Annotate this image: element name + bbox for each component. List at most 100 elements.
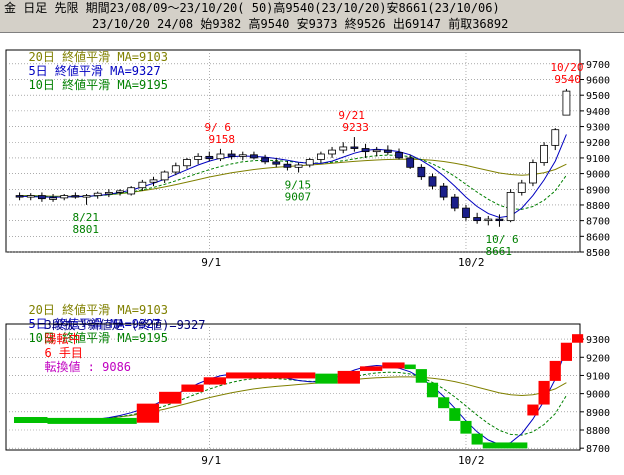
bottom-ytick-label: 8900 (586, 408, 610, 419)
high-annotation-value: 9233 (342, 121, 369, 134)
top-xtick-label: 9/1 (201, 256, 221, 269)
up-brick (382, 362, 405, 369)
top-ytick-label: 8700 (586, 217, 610, 228)
top-ytick-label: 9400 (586, 107, 610, 118)
up-brick (560, 342, 572, 361)
bottom-ytick-label: 8800 (586, 426, 610, 437)
top-legend: 20日 終値平滑 MA=9103 5日 終値平滑 MA=9327 10日 終値平… (14, 36, 168, 92)
top-xtick-label: 10/2 (458, 256, 485, 269)
candle-down (250, 154, 258, 159)
down-brick (460, 420, 472, 434)
top-ytick-label: 9300 (586, 123, 610, 134)
candle-up (26, 195, 35, 198)
up-brick (549, 360, 561, 381)
candle-up (127, 187, 136, 195)
top-ma5-line (19, 134, 567, 219)
candle-down (428, 176, 437, 187)
break-trend: 陽転中 (44, 332, 81, 346)
candle-down (395, 152, 403, 159)
high-annotation-value: 9540 (554, 73, 581, 86)
break-reversal: 転換値 : 9086 (44, 360, 132, 374)
latest-bar-text: 23/10/20 24/08 始9382 高9540 安9373 終9526 出… (92, 17, 509, 31)
candle-up (160, 171, 169, 181)
candle-down (462, 207, 470, 218)
up-brick (527, 404, 539, 416)
candle-up (339, 146, 348, 151)
candle-up (93, 192, 102, 196)
bottom-ytick-label: 9100 (586, 371, 610, 382)
up-brick (572, 334, 584, 343)
high-annotation-date: 9/21 (338, 109, 365, 122)
candle-up (484, 218, 493, 222)
top-ytick-label: 8800 (586, 201, 610, 212)
up-brick (226, 372, 316, 379)
candle-up (60, 195, 69, 199)
bottom-ytick-label: 9300 (586, 335, 610, 346)
break-value: 3段抜き新値足 (終値)=9327 (44, 318, 206, 332)
top-legend-ma20: 20日 終値平滑 MA=9103 (28, 50, 168, 64)
latest-bar-info: 23/10/20 24/08 始9382 高9540 安9373 終9526 出… (0, 16, 624, 33)
candle-down (283, 163, 292, 168)
candle-down (361, 148, 370, 153)
top-legend-ma10: 10日 終値平滑 MA=9195 (28, 78, 168, 92)
candle-down (227, 153, 236, 157)
top-ytick-label: 9600 (586, 76, 610, 87)
candle-down (15, 195, 24, 198)
candle-down (495, 218, 504, 222)
bottom-ytick-label: 9200 (586, 353, 610, 364)
up-brick (359, 366, 383, 371)
up-brick (203, 377, 227, 385)
candle-up (562, 90, 571, 116)
break-count: 6 手目 (44, 346, 83, 360)
high-annotation-value: 9158 (208, 133, 235, 146)
candle-down (383, 149, 392, 153)
candle-down (450, 196, 459, 209)
bottom-ma20-line (19, 376, 567, 421)
top-ytick-label: 8900 (586, 185, 610, 196)
up-brick (337, 370, 360, 384)
candle-down (439, 185, 448, 198)
down-brick (449, 408, 461, 421)
top-ytick-label: 9200 (586, 138, 610, 149)
candle-up (294, 164, 303, 168)
candle-down (272, 161, 281, 165)
down-brick (47, 417, 137, 424)
top-ytick-label: 9700 (586, 60, 610, 71)
candle-up (104, 192, 113, 195)
down-brick (404, 364, 416, 370)
candle-up (116, 190, 124, 193)
bottom-xtick-label: 9/1 (201, 454, 221, 467)
bottom-ytick-label: 9000 (586, 390, 610, 401)
low-annotation-date: 10/ 6 (485, 233, 518, 246)
down-brick (14, 417, 48, 423)
candle-up (149, 179, 158, 183)
candle-up (328, 149, 336, 155)
candle-down (406, 157, 415, 168)
up-brick (136, 403, 160, 423)
low-annotation-date: 8/21 (73, 211, 100, 224)
candle-up (216, 153, 225, 160)
bottom-plot-frame (5, 323, 581, 451)
down-brick (438, 397, 450, 409)
up-brick (538, 380, 550, 405)
candle-up (529, 162, 537, 184)
candle-up (506, 192, 515, 222)
candle-up (316, 153, 325, 160)
candle-up (551, 129, 560, 146)
candle-up (171, 165, 180, 173)
top-ytick-label: 9500 (586, 91, 610, 102)
bottom-legend-ma20: 20日 終値平滑 MA=9103 (28, 303, 168, 317)
candle-down (473, 217, 482, 222)
low-annotation-value: 8661 (485, 245, 512, 258)
bottom-ma5-line (19, 348, 567, 446)
low-annotation-value: 8801 (73, 223, 100, 236)
top-ytick-label: 8600 (586, 232, 610, 243)
up-brick (159, 391, 182, 404)
candle-up (138, 181, 147, 189)
top-plot-frame (5, 49, 581, 253)
chart-title: 金 日足 先限 期間23/08/09～23/10/20( 50)高9540(23… (4, 1, 500, 15)
candle-down (417, 166, 426, 178)
candle-down (350, 146, 359, 149)
candle-down (38, 195, 46, 200)
